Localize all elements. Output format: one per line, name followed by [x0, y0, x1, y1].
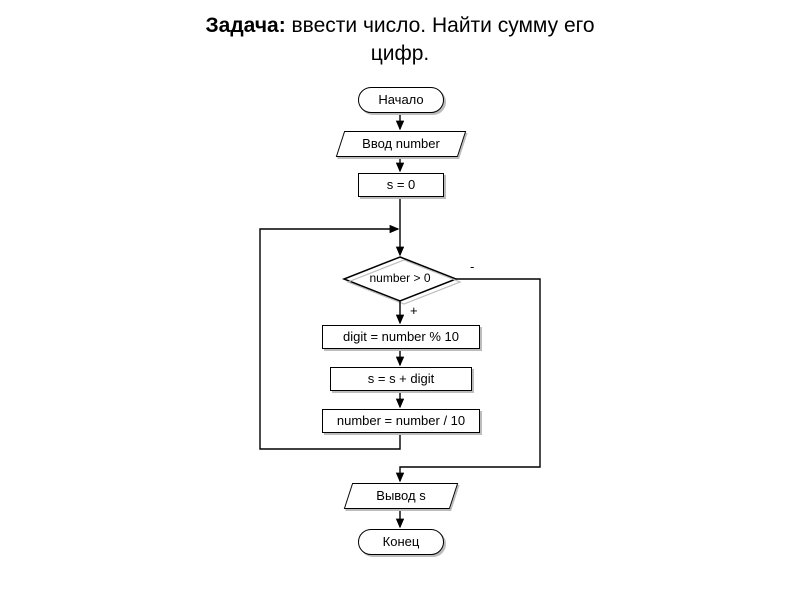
label-yes: + — [410, 303, 418, 318]
title-rest: ввести число. Найти сумму его — [286, 14, 595, 37]
page-title: Задача: ввести число. Найти сумму его ци… — [0, 0, 800, 69]
process-step1: digit = number % 10 — [322, 325, 480, 349]
title-line2: цифр. — [371, 42, 430, 65]
decision-label: number > 0 — [364, 271, 436, 285]
flowchart: Начало Ввод number s = 0 number > 0 + - … — [0, 69, 800, 589]
io-output: Вывод s — [344, 483, 458, 509]
io-input-label: Ввод number — [341, 132, 461, 156]
terminator-end: Конец — [358, 529, 444, 555]
label-no: - — [470, 259, 474, 274]
process-step2: s = s + digit — [330, 367, 472, 391]
io-output-label: Вывод s — [349, 484, 453, 508]
terminator-start: Начало — [358, 87, 444, 113]
process-step3: number = number / 10 — [322, 409, 480, 433]
io-input: Ввод number — [336, 131, 466, 157]
title-lead: Задача: — [206, 14, 286, 37]
process-init: s = 0 — [358, 173, 444, 197]
